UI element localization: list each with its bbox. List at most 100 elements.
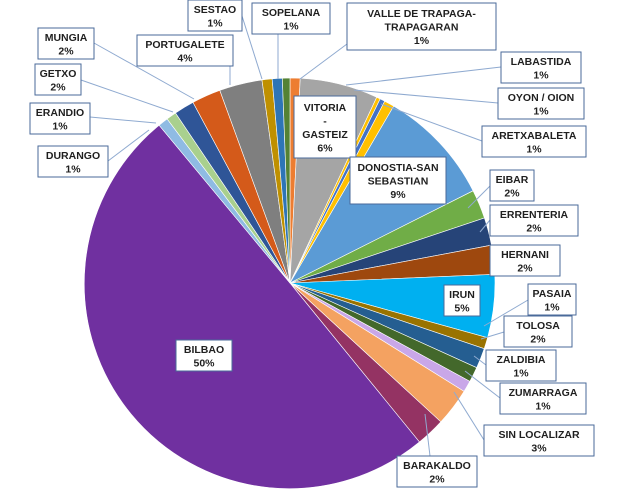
leader-durango xyxy=(107,129,150,162)
label-name: PASAIA xyxy=(533,288,572,300)
label-percent: 1% xyxy=(535,400,551,412)
label-box xyxy=(497,87,585,120)
label-percent: 1% xyxy=(526,143,542,155)
leader-barakaldo xyxy=(424,413,431,457)
label-box xyxy=(29,102,91,135)
label-percent: 5% xyxy=(454,302,470,314)
label-percent: 6% xyxy=(317,142,333,154)
leader-mungia xyxy=(93,42,195,100)
label-percent: 9% xyxy=(390,189,406,201)
label-percent: 2% xyxy=(526,222,542,234)
label-percent: 1% xyxy=(533,105,549,117)
label-box xyxy=(187,0,243,32)
label-name: TRAPAGARAN xyxy=(385,22,459,34)
label-name: ARETXABALETA xyxy=(492,130,577,142)
leader-eibar xyxy=(467,185,491,209)
label-name: ZUMARRAGA xyxy=(509,387,578,399)
label-percent: 1% xyxy=(52,120,68,132)
label-name: VALLE DE TRAPAGA- xyxy=(367,8,476,20)
slice-bilbao xyxy=(83,124,420,489)
label-percent: 1% xyxy=(414,35,430,47)
label-percent: 1% xyxy=(207,17,223,29)
label-box xyxy=(443,284,481,317)
label-percent: 4% xyxy=(177,52,193,64)
label-name: GETXO xyxy=(40,68,77,80)
label-percent: 2% xyxy=(517,262,533,274)
label-percent: 1% xyxy=(533,69,549,81)
leader-sestao xyxy=(241,15,263,80)
label-name: SIN LOCALIZAR xyxy=(498,429,579,441)
label-box xyxy=(136,34,234,67)
label-leaders xyxy=(80,15,529,457)
label-name: IRUN xyxy=(449,289,475,301)
label-name: SESTAO xyxy=(194,4,236,16)
label-box xyxy=(396,455,478,488)
label-percent: 2% xyxy=(504,187,520,199)
label-name: HERNANI xyxy=(501,249,549,261)
label-box xyxy=(346,2,497,51)
label-box xyxy=(499,382,587,415)
label-percent: 1% xyxy=(65,163,81,175)
label-percent: 1% xyxy=(544,301,560,313)
label-box xyxy=(251,2,331,35)
leader-oyon-oion xyxy=(353,89,499,104)
label-name: TOLOSA xyxy=(516,320,560,332)
label-percent: 2% xyxy=(50,81,66,93)
leader-sin-localizar xyxy=(453,391,485,441)
leader-erandio xyxy=(89,116,157,124)
label-percent: 2% xyxy=(429,473,445,485)
label-box xyxy=(481,125,587,158)
label-box xyxy=(503,315,573,348)
label-box xyxy=(500,51,582,84)
label-percent: 2% xyxy=(58,45,74,57)
label-box xyxy=(489,244,561,277)
label-name: DONOSTIA-SAN xyxy=(357,162,438,174)
label-name: OYON / OION xyxy=(508,92,575,104)
label-box xyxy=(527,283,577,316)
label-name: ERANDIO xyxy=(36,107,84,119)
label-name: GASTEIZ xyxy=(302,129,348,141)
label-name: ZALDIBIA xyxy=(497,354,546,366)
label-percent: 2% xyxy=(530,333,546,345)
label-name: BARAKALDO xyxy=(403,460,471,472)
label-name: BILBAO xyxy=(184,344,224,356)
leader-pasaia xyxy=(483,299,529,327)
label-name: LABASTIDA xyxy=(511,56,572,68)
leader-errenteria xyxy=(479,219,491,233)
label-name: - xyxy=(323,115,327,127)
label-box xyxy=(489,169,535,202)
leader-tolosa xyxy=(480,331,505,340)
leader-valle-de-trapaga-trapagaran xyxy=(299,43,348,80)
label-box xyxy=(34,63,82,96)
label-name: ERRENTERIA xyxy=(500,209,569,221)
slice-sopelana-b xyxy=(282,77,291,284)
label-box xyxy=(37,145,109,178)
label-percent: 1% xyxy=(283,20,299,32)
label-box xyxy=(349,156,447,205)
label-name: EIBAR xyxy=(496,174,529,186)
label-name: MUNGIA xyxy=(45,32,88,44)
pie-slices xyxy=(83,77,496,489)
